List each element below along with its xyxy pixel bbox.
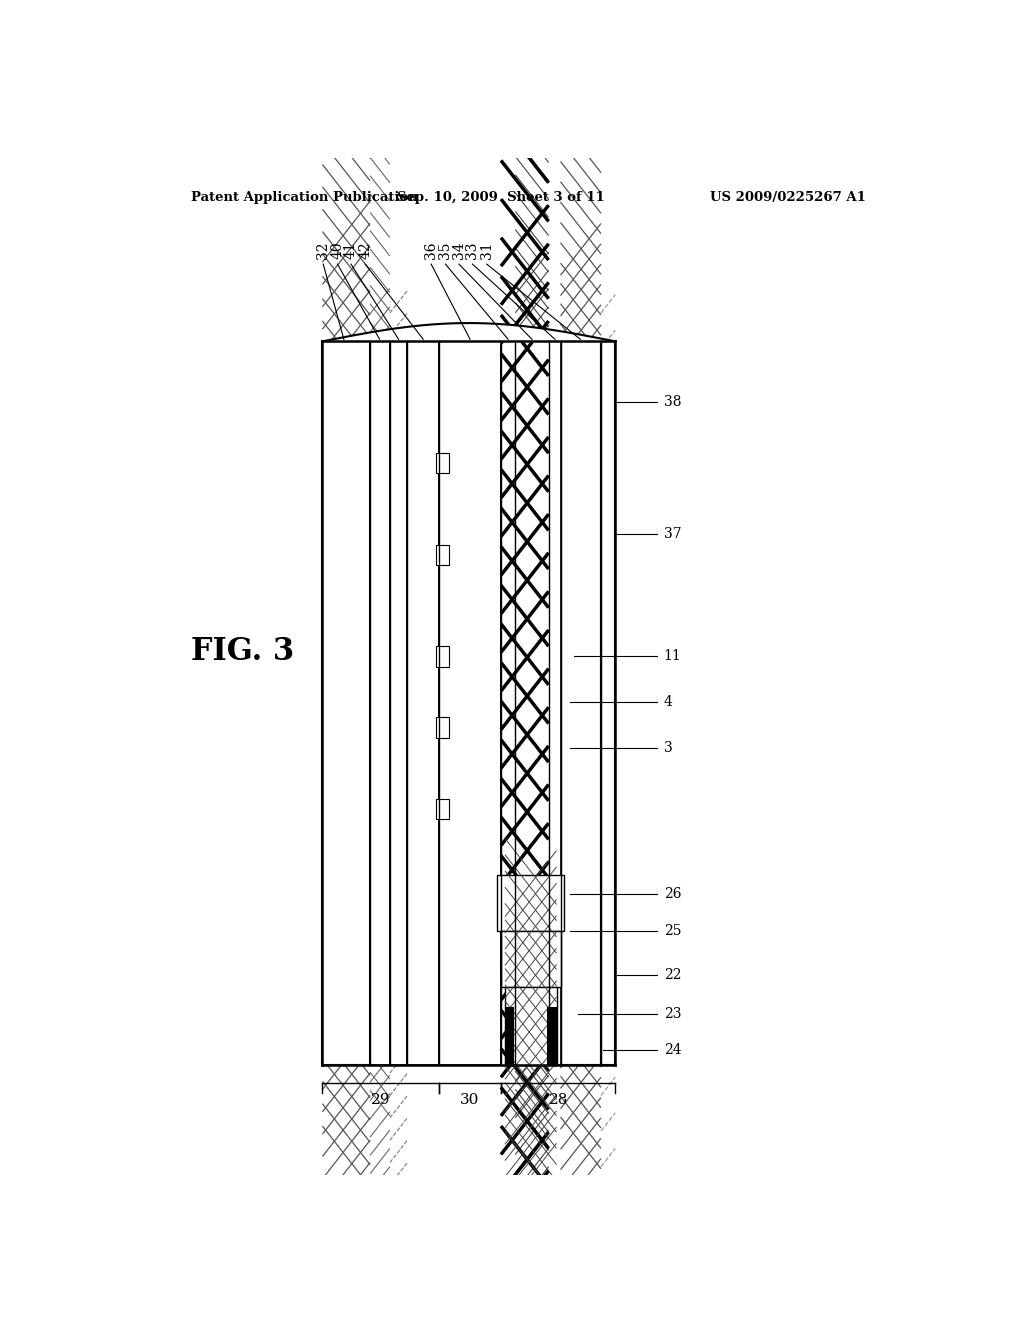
Text: 33: 33 — [466, 242, 479, 259]
Text: 4: 4 — [664, 696, 673, 709]
Bar — [601, 342, 615, 1065]
Text: 41: 41 — [344, 242, 358, 259]
Text: 29: 29 — [371, 1093, 390, 1107]
Bar — [436, 545, 449, 565]
Bar — [501, 342, 515, 1065]
Text: US 2009/0225267 A1: US 2009/0225267 A1 — [711, 191, 866, 203]
Text: 37: 37 — [664, 528, 681, 541]
Bar — [515, 342, 549, 1065]
Bar — [436, 718, 449, 738]
Bar — [505, 987, 557, 1065]
Text: 36: 36 — [424, 242, 438, 259]
Text: 30: 30 — [461, 1093, 479, 1107]
Text: 25: 25 — [664, 924, 681, 939]
Text: 42: 42 — [358, 242, 373, 259]
Bar — [501, 342, 549, 1065]
Text: 40: 40 — [331, 242, 344, 259]
Bar — [436, 799, 449, 818]
Text: 22: 22 — [664, 968, 681, 982]
Bar — [547, 1007, 557, 1065]
Text: 32: 32 — [316, 242, 330, 259]
Text: 3: 3 — [664, 741, 673, 755]
Bar — [497, 875, 564, 931]
Text: Patent Application Publication: Patent Application Publication — [191, 191, 418, 203]
Bar — [560, 342, 601, 1065]
Bar — [323, 342, 615, 1065]
Text: 34: 34 — [452, 242, 466, 259]
Text: 31: 31 — [479, 242, 494, 259]
Text: FIG. 3: FIG. 3 — [191, 636, 295, 667]
Bar — [505, 1007, 514, 1065]
Text: 28: 28 — [549, 1093, 568, 1107]
Bar — [408, 342, 439, 1065]
Text: 23: 23 — [664, 1007, 681, 1022]
Bar — [370, 342, 390, 1065]
Bar — [436, 647, 449, 667]
Text: 24: 24 — [664, 1043, 681, 1057]
Bar — [323, 342, 370, 1065]
Bar — [549, 342, 560, 1065]
Bar — [501, 931, 560, 987]
Text: 38: 38 — [664, 395, 681, 409]
Bar — [390, 342, 408, 1065]
Bar — [436, 453, 449, 474]
Text: Sep. 10, 2009  Sheet 3 of 11: Sep. 10, 2009 Sheet 3 of 11 — [397, 191, 605, 203]
Text: 26: 26 — [664, 887, 681, 902]
Text: 11: 11 — [664, 649, 681, 664]
Text: 35: 35 — [438, 242, 453, 259]
Bar — [439, 342, 501, 1065]
